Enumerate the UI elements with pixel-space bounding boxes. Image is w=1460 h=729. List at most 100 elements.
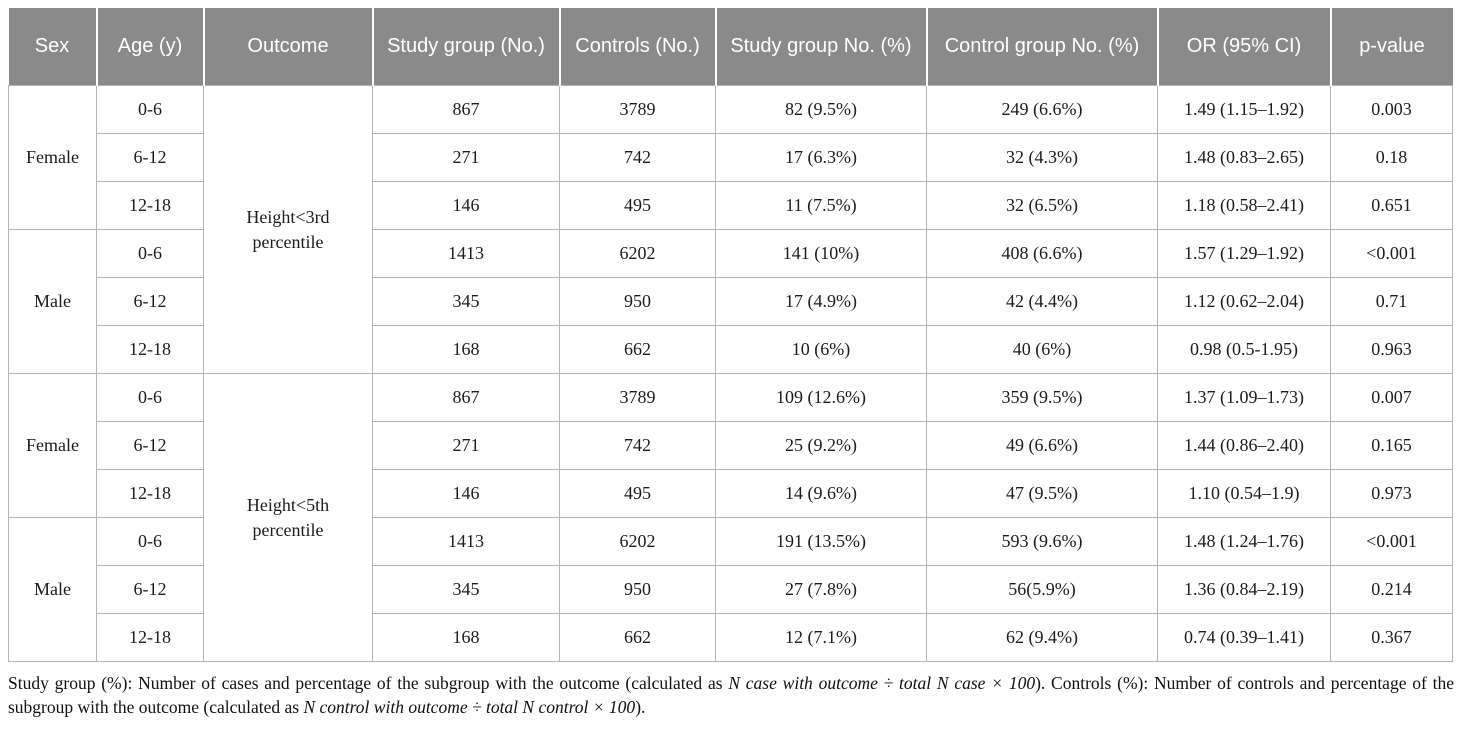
or-ci-cell: 1.48 (0.83–2.65)	[1157, 133, 1331, 182]
footnote-formula-controls: N control with outcome ÷ total N control…	[303, 697, 636, 717]
col-header-controls-no: Controls (No.)	[558, 8, 716, 86]
age-cell: 0-6	[96, 373, 204, 422]
p-value-cell: 0.651	[1330, 181, 1453, 230]
or-ci-cell: 1.37 (1.09–1.73)	[1157, 373, 1331, 422]
or-ci-cell: 1.36 (0.84–2.19)	[1157, 565, 1331, 614]
col-header-or-ci: OR (95% CI)	[1156, 8, 1331, 86]
control-pct-cell: 47 (9.5%)	[926, 469, 1158, 518]
controls-no-cell: 662	[559, 613, 716, 662]
table-row: 6-12 345 950 17 (4.9%) 42 (4.4%) 1.12 (0…	[9, 277, 1453, 326]
control-pct-cell: 249 (6.6%)	[926, 85, 1158, 134]
or-ci-cell: 1.10 (0.54–1.9)	[1157, 469, 1331, 518]
study-pct-cell: 17 (4.9%)	[715, 277, 927, 326]
control-pct-cell: 62 (9.4%)	[926, 613, 1158, 662]
age-cell: 0-6	[96, 229, 204, 278]
sex-cell: Female	[8, 373, 97, 518]
table-row: Male 0-6 1413 6202 191 (13.5%) 593 (9.6%…	[8, 517, 1453, 662]
study-no-cell: 1413	[372, 229, 560, 278]
table-row: 12-18 168 662 10 (6%) 40 (6%) 0.98 (0.5-…	[9, 325, 1453, 374]
controls-no-cell: 6202	[559, 517, 716, 566]
sex-cell: Male	[8, 517, 97, 662]
study-no-cell: 867	[372, 373, 560, 422]
p-value-cell: 0.973	[1330, 469, 1453, 518]
age-cell: 0-6	[96, 85, 204, 134]
controls-no-cell: 742	[559, 421, 716, 470]
study-pct-cell: 191 (13.5%)	[715, 517, 927, 566]
control-pct-cell: 593 (9.6%)	[926, 517, 1158, 566]
study-no-cell: 146	[372, 181, 560, 230]
or-ci-cell: 0.98 (0.5-1.95)	[1157, 325, 1331, 374]
study-pct-cell: 10 (6%)	[715, 325, 927, 374]
col-header-age: Age (y)	[95, 8, 204, 86]
controls-no-cell: 950	[559, 277, 716, 326]
controls-no-cell: 742	[559, 133, 716, 182]
sex-cell: Male	[8, 229, 97, 374]
study-pct-cell: 17 (6.3%)	[715, 133, 927, 182]
or-ci-cell: 0.74 (0.39–1.41)	[1157, 613, 1331, 662]
p-value-cell: 0.003	[1330, 85, 1453, 134]
results-table: Sex Age (y) Outcome Study group (No.) Co…	[8, 8, 1453, 662]
footnote-text: Study group (%): Number of cases and per…	[8, 673, 729, 693]
age-cell: 6-12	[96, 565, 204, 614]
footnote-text: ). Controls (%): Number of controls and …	[8, 673, 1454, 717]
table-row: 6-12 271 742 25 (9.2%) 49 (6.6%) 1.44 (0…	[9, 421, 1453, 470]
table-row: 6-12 271 742 17 (6.3%) 32 (4.3%) 1.48 (0…	[9, 133, 1453, 182]
or-ci-cell: 1.12 (0.62–2.04)	[1157, 277, 1331, 326]
study-pct-cell: 141 (10%)	[715, 229, 927, 278]
control-pct-cell: 42 (4.4%)	[926, 277, 1158, 326]
study-no-cell: 271	[372, 421, 560, 470]
study-pct-cell: 27 (7.8%)	[715, 565, 927, 614]
p-value-cell: <0.001	[1330, 517, 1453, 566]
age-cell: 12-18	[96, 469, 204, 518]
table-row: Female 0-6 Height<3rd percentile 867 378…	[8, 85, 1453, 374]
study-pct-cell: 109 (12.6%)	[715, 373, 927, 422]
header-row: Sex Age (y) Outcome Study group (No.) Co…	[8, 8, 1453, 86]
outcome-cell: Height<3rd percentile	[203, 85, 373, 374]
table-row: 6-12 345 950 27 (7.8%) 56(5.9%) 1.36 (0.…	[9, 565, 1453, 614]
study-no-cell: 345	[372, 277, 560, 326]
outcome-cell: Height<5th percentile	[203, 373, 373, 662]
control-pct-cell: 408 (6.6%)	[926, 229, 1158, 278]
controls-no-cell: 950	[559, 565, 716, 614]
study-no-cell: 168	[372, 325, 560, 374]
or-ci-cell: 1.18 (0.58–2.41)	[1157, 181, 1331, 230]
age-cell: 12-18	[96, 613, 204, 662]
study-pct-cell: 25 (9.2%)	[715, 421, 927, 470]
col-header-study-group-no: Study group (No.)	[371, 8, 560, 86]
control-pct-cell: 56(5.9%)	[926, 565, 1158, 614]
p-value-cell: 0.165	[1330, 421, 1453, 470]
table-row: 12-18 168 662 12 (7.1%) 62 (9.4%) 0.74 (…	[9, 613, 1453, 662]
age-cell: 0-6	[96, 517, 204, 566]
table-row: 12-18 146 495 11 (7.5%) 32 (6.5%) 1.18 (…	[9, 181, 1453, 230]
control-pct-cell: 40 (6%)	[926, 325, 1158, 374]
or-ci-cell: 1.57 (1.29–1.92)	[1157, 229, 1331, 278]
or-ci-cell: 1.44 (0.86–2.40)	[1157, 421, 1331, 470]
age-cell: 12-18	[96, 325, 204, 374]
controls-no-cell: 495	[559, 181, 716, 230]
table-footnote: Study group (%): Number of cases and per…	[8, 671, 1454, 719]
age-cell: 6-12	[96, 277, 204, 326]
or-ci-cell: 1.48 (1.24–1.76)	[1157, 517, 1331, 566]
control-pct-cell: 32 (4.3%)	[926, 133, 1158, 182]
study-no-cell: 1413	[372, 517, 560, 566]
p-value-cell: 0.71	[1330, 277, 1453, 326]
study-pct-cell: 12 (7.1%)	[715, 613, 927, 662]
study-no-cell: 168	[372, 613, 560, 662]
controls-no-cell: 6202	[559, 229, 716, 278]
p-value-cell: <0.001	[1330, 229, 1453, 278]
p-value-cell: 0.18	[1330, 133, 1453, 182]
age-cell: 6-12	[96, 421, 204, 470]
control-pct-cell: 49 (6.6%)	[926, 421, 1158, 470]
age-cell: 12-18	[96, 181, 204, 230]
control-pct-cell: 359 (9.5%)	[926, 373, 1158, 422]
controls-no-cell: 3789	[559, 373, 716, 422]
table-row: 12-18 146 495 14 (9.6%) 47 (9.5%) 1.10 (…	[9, 469, 1453, 518]
study-no-cell: 345	[372, 565, 560, 614]
table-row: Female 0-6 Height<5th percentile 867 378…	[8, 373, 1453, 662]
p-value-cell: 0.007	[1330, 373, 1453, 422]
control-pct-cell: 32 (6.5%)	[926, 181, 1158, 230]
p-value-cell: 0.963	[1330, 325, 1453, 374]
study-no-cell: 867	[372, 85, 560, 134]
col-header-study-group-pct: Study group No. (%)	[714, 8, 927, 86]
